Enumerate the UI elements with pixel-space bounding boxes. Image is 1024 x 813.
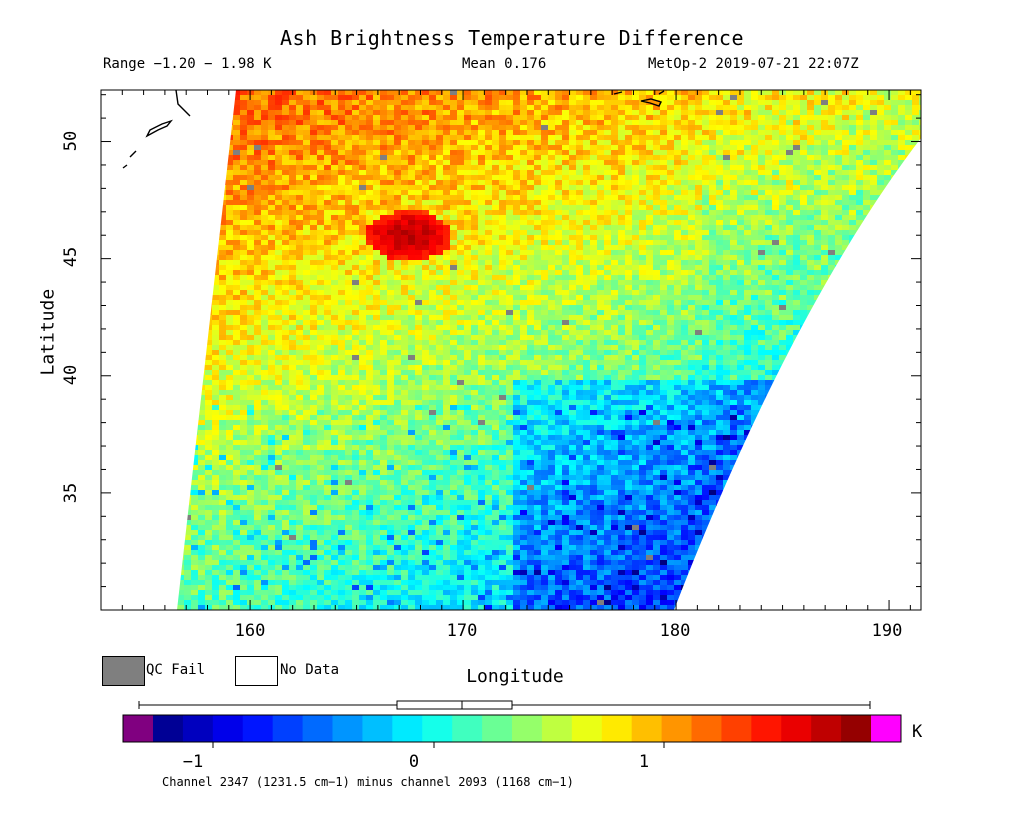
colorbar-tick-1: 1: [638, 752, 650, 772]
plot-frame: [100, 89, 922, 611]
page-title: Ash Brightness Temperature Difference: [279, 26, 745, 50]
x-tick-190: 190: [871, 621, 903, 641]
qc-fail-swatch: [102, 656, 145, 686]
axis-ticks: [101, 90, 921, 610]
x-axis-label: Longitude: [466, 666, 564, 687]
mean-text: Mean 0.176: [462, 56, 547, 72]
no-data-swatch: [235, 656, 278, 686]
qc-fail-label: QC Fail: [146, 662, 206, 678]
colorbar-unit: K: [912, 722, 923, 742]
ash-swath: [177, 90, 921, 610]
y-tick-45: 45: [61, 246, 81, 268]
colorbar: [122, 700, 902, 748]
x-tick-160: 160: [234, 621, 266, 641]
y-axis-label: Latitude: [37, 288, 59, 376]
x-tick-170: 170: [446, 621, 478, 641]
colorbar-tick-minus1: −1: [182, 752, 204, 772]
colorbar-caption: Channel 2347 (1231.5 cm−1) minus channel…: [162, 775, 574, 789]
satellite-time-text: MetOp-2 2019-07-21 22:07Z: [648, 56, 859, 72]
colorbar-tick-0: 0: [408, 752, 420, 772]
y-tick-50: 50: [61, 130, 81, 152]
coastline: [122, 90, 665, 169]
range-text: Range −1.20 − 1.98 K: [103, 56, 272, 72]
y-tick-35: 35: [61, 482, 81, 504]
x-tick-180: 180: [659, 621, 691, 641]
no-data-label: No Data: [280, 662, 340, 678]
y-tick-40: 40: [61, 364, 81, 386]
